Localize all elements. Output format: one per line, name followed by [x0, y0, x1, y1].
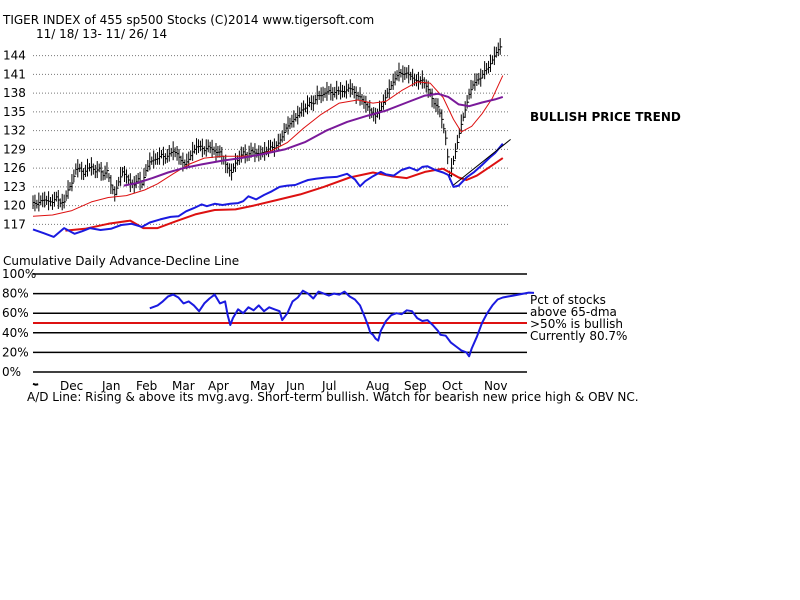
month-label: Jun: [285, 379, 305, 393]
y-tick-label: 144: [3, 49, 26, 63]
month-label: Mar: [172, 379, 195, 393]
price-bars: [32, 38, 503, 212]
date-range: 11/ 18/ 13- 11/ 26/ 14: [36, 27, 167, 41]
trend-line: [453, 139, 511, 186]
month-label: Nov: [484, 379, 507, 393]
relative-strength-line: [32, 143, 504, 238]
month-label: Apr: [208, 379, 229, 393]
y-tick-label: 80%: [2, 287, 29, 301]
legend-entry: above 65-dma: [530, 305, 617, 319]
legend-entry: Pct of stocks: [530, 293, 606, 307]
pct-above-65dma-line: [149, 289, 535, 358]
y-tick-label: 141: [3, 67, 26, 81]
month-label: Feb: [136, 379, 157, 393]
month-label: Aug: [366, 379, 389, 393]
moving-average-lines: [32, 75, 511, 238]
month-label: Oct: [442, 379, 463, 393]
footer-note: A/D Line: Rising & above its mvg.avg. Sh…: [27, 390, 639, 404]
y-tick-label: 129: [3, 142, 26, 156]
y-tick-label: 126: [3, 161, 26, 175]
month-label: Jul: [321, 379, 336, 393]
y-tick-label: 138: [3, 86, 26, 100]
long-moving-average-line: [65, 157, 504, 232]
breadth-gridlines: [33, 273, 527, 373]
month-label: Sep: [404, 379, 427, 393]
price-y-axis: 144 141 138 135 132 129 126 123 120 117: [3, 49, 26, 232]
y-tick-label: 135: [3, 105, 26, 119]
y-tick-label: 120: [3, 199, 26, 213]
legend-entry: >50% is bullish: [530, 317, 623, 331]
y-tick-label: 100%: [2, 267, 36, 281]
breadth-panel-title: Cumulative Daily Advance-Decline Line: [3, 254, 239, 268]
y-tick-label: 20%: [2, 345, 29, 359]
bullish-trend-annotation: BULLISH PRICE TREND: [530, 110, 681, 124]
month-label: Dec: [60, 379, 83, 393]
y-tick-label: 123: [3, 180, 26, 194]
short-moving-average-line: [32, 75, 504, 217]
month-axis: Dec Jan Feb Mar Apr May Jun Jul Aug Sep Oct Nov: [60, 379, 507, 393]
month-label: Jan: [101, 379, 121, 393]
mid-moving-average-line: [123, 92, 504, 187]
legend-entry: Currently 80.7%: [530, 329, 627, 343]
chart-title: TIGER INDEX of 455 sp500 Stocks (C)2014 …: [2, 13, 374, 27]
breadth-lines: [32, 289, 535, 386]
ad-line: [32, 382, 39, 386]
y-tick-label: 40%: [2, 326, 29, 340]
y-tick-label: 132: [3, 124, 26, 138]
y-tick-label: 117: [3, 217, 26, 231]
breadth-y-axis: 100% 80% 60% 40% 20% 0%: [2, 267, 36, 379]
month-label: May: [250, 379, 275, 393]
y-tick-label: 60%: [2, 306, 29, 320]
y-tick-label: 0%: [2, 365, 21, 379]
